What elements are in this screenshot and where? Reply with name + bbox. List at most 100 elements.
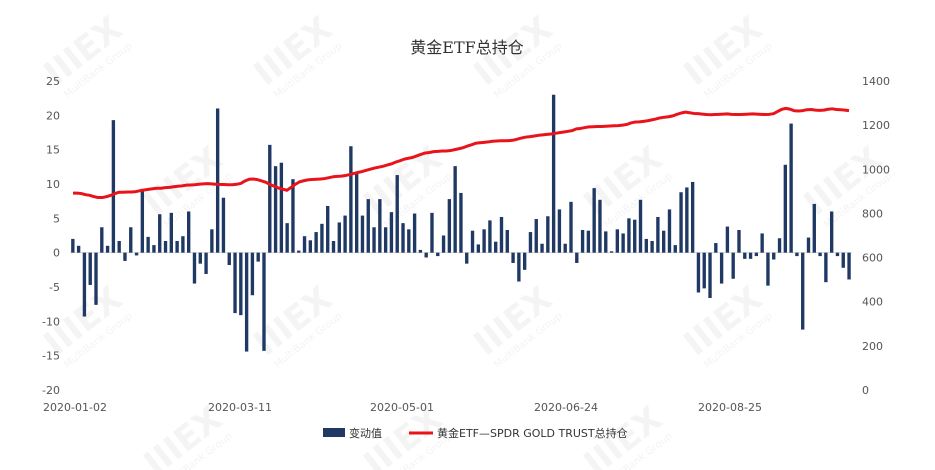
bar bbox=[667, 209, 672, 253]
bar bbox=[557, 209, 562, 253]
bar bbox=[482, 229, 486, 253]
bar bbox=[233, 252, 237, 314]
bar bbox=[447, 199, 452, 253]
bar bbox=[517, 252, 521, 282]
y-left-tick-label: 5 bbox=[53, 212, 60, 225]
bar bbox=[644, 238, 648, 253]
bar bbox=[690, 181, 695, 253]
bar bbox=[337, 222, 341, 253]
y-left-tick-label: -15 bbox=[42, 350, 60, 363]
bar bbox=[111, 120, 116, 253]
bar bbox=[117, 240, 121, 253]
bar bbox=[702, 252, 706, 289]
y-left-tick-label: -5 bbox=[49, 281, 60, 294]
bar bbox=[279, 162, 284, 253]
bar bbox=[604, 231, 608, 253]
bar bbox=[250, 252, 255, 296]
bar bbox=[511, 252, 515, 263]
bar bbox=[731, 252, 735, 279]
x-tick-label: 2020-05-01 bbox=[370, 401, 434, 414]
bar bbox=[453, 166, 457, 253]
bar bbox=[737, 230, 741, 253]
bar bbox=[534, 219, 538, 253]
legend: 变动值 黄金ETF—SPDR GOLD TRUST总持仓 bbox=[323, 426, 628, 440]
bar bbox=[627, 218, 631, 253]
bar bbox=[152, 245, 156, 253]
bar bbox=[812, 203, 816, 253]
bar bbox=[575, 252, 579, 263]
bar bbox=[268, 144, 272, 253]
bar bbox=[615, 229, 620, 253]
bar bbox=[592, 188, 596, 253]
bar bbox=[140, 188, 145, 253]
y-right-tick-label: 1400 bbox=[862, 75, 890, 88]
bar bbox=[685, 187, 689, 253]
bar bbox=[239, 252, 243, 316]
bar bbox=[244, 252, 249, 352]
bar bbox=[285, 223, 289, 253]
bar bbox=[302, 236, 307, 253]
bar bbox=[314, 232, 318, 253]
bar bbox=[459, 192, 463, 253]
bar bbox=[227, 252, 231, 266]
bar-series bbox=[71, 94, 851, 352]
bar bbox=[725, 226, 730, 253]
bar bbox=[488, 220, 492, 253]
bar bbox=[146, 236, 150, 253]
bar bbox=[696, 252, 701, 293]
bar bbox=[540, 243, 544, 253]
bar bbox=[719, 252, 724, 284]
bar bbox=[401, 223, 405, 253]
bar bbox=[372, 227, 376, 253]
bar bbox=[82, 252, 87, 317]
bar bbox=[158, 214, 162, 253]
bar bbox=[783, 164, 788, 253]
y-left-tick-label: 0 bbox=[53, 247, 60, 260]
bar bbox=[546, 216, 550, 253]
bar bbox=[465, 252, 469, 264]
bar bbox=[291, 179, 295, 253]
legend-bar-swatch bbox=[323, 428, 345, 437]
bar bbox=[297, 250, 301, 253]
line-series bbox=[73, 106, 850, 200]
bar bbox=[818, 252, 822, 257]
bar bbox=[633, 219, 637, 253]
y-left-tick-label: 15 bbox=[46, 144, 60, 157]
bar bbox=[273, 166, 278, 253]
bar bbox=[772, 252, 776, 260]
x-tick-label: 2020-08-25 bbox=[698, 401, 762, 414]
bar bbox=[795, 252, 799, 257]
bar bbox=[210, 229, 214, 253]
bar bbox=[528, 232, 533, 253]
bar bbox=[94, 252, 98, 305]
y-right-tick-label: 800 bbox=[862, 207, 883, 220]
y-right-tick-label: 0 bbox=[862, 384, 869, 397]
bar bbox=[748, 252, 753, 259]
bar bbox=[123, 252, 127, 261]
bar bbox=[366, 199, 370, 253]
bar bbox=[563, 243, 567, 253]
bar bbox=[801, 252, 805, 330]
y-left-tick-label: -20 bbox=[42, 384, 60, 397]
bar bbox=[175, 240, 179, 253]
bar bbox=[187, 211, 191, 253]
y-right-tick-label: 1000 bbox=[862, 163, 890, 176]
bar bbox=[470, 230, 475, 253]
bar bbox=[76, 245, 81, 253]
bar bbox=[494, 241, 498, 253]
bar bbox=[580, 230, 585, 253]
bar bbox=[331, 240, 336, 253]
x-axis: 2020-01-02 2020-03-11 2020-05-01 2020-06-24… bbox=[43, 401, 762, 414]
bar bbox=[714, 243, 718, 253]
bar bbox=[621, 233, 625, 253]
legend-bar-label: 变动值 bbox=[349, 426, 382, 440]
bar bbox=[389, 212, 394, 253]
x-tick-label: 2020-06-24 bbox=[534, 401, 598, 414]
bar bbox=[551, 94, 556, 253]
y-left-tick-label: 10 bbox=[46, 178, 60, 191]
bar bbox=[638, 199, 643, 253]
